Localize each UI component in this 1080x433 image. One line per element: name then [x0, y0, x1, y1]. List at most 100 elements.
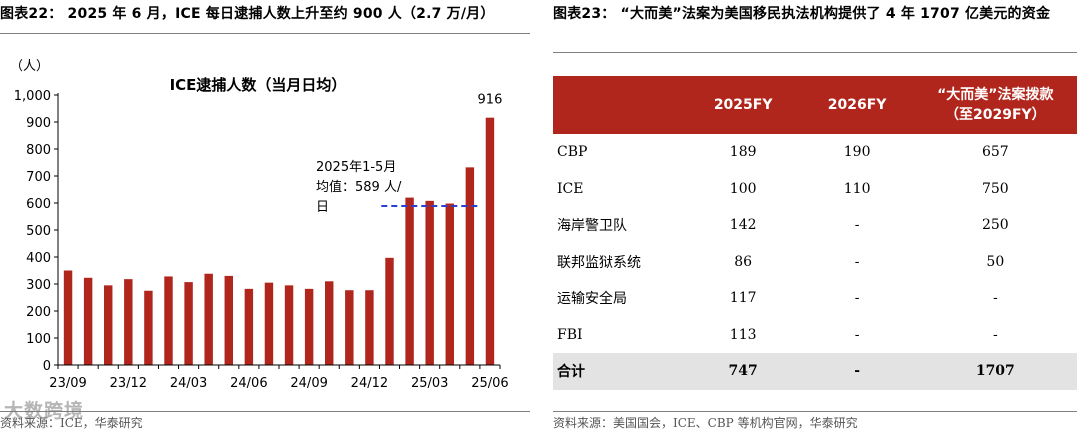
table-total-row: 合计 747 - 1707 — [553, 353, 1077, 390]
bar-23/09 — [63, 270, 73, 365]
table-row: 海岸警卫队 142 - 250 — [553, 207, 1077, 244]
row-2025: 189 — [729, 144, 757, 161]
y-tick-label: 700 — [26, 170, 51, 185]
bar-24/10 — [325, 281, 334, 365]
figure-22-title: 图表22： 2025 年 6 月，ICE 每日逮捕人数上升至约 900 人（2.… — [0, 6, 495, 22]
row-2026: - — [854, 290, 860, 307]
chart-title: ICE逮捕人数（当月日均） — [170, 76, 347, 94]
x-tick-label: 25/03 — [411, 376, 448, 391]
table-row: CBP 189 190 657 — [553, 134, 1077, 171]
y-tick-label: 600 — [26, 197, 51, 212]
bar-25/04 — [445, 203, 454, 365]
title-rule-left — [0, 33, 530, 34]
bar-23/10 — [83, 277, 93, 365]
table-row: 运输安全局 117 - - — [553, 280, 1077, 317]
y-tick-label: 100 — [26, 332, 51, 347]
bar-24/02 — [164, 276, 173, 365]
row-bill: 50 — [986, 253, 1005, 270]
table-row: FBI 113 - - — [553, 317, 1077, 354]
row-bill: 250 — [981, 217, 1009, 234]
x-tick-label: 24/03 — [170, 376, 207, 391]
row-bill: 750 — [981, 180, 1009, 197]
x-tick-label: 24/12 — [351, 376, 388, 391]
y-tick-label: 300 — [26, 278, 51, 293]
figure-23-title: 图表23： “大而美”法案为美国移民执法机构提供了 4 年 1707 亿美元的资… — [553, 6, 1051, 22]
x-axis: 23/09 23/12 24/03 24/06 24/09 24/12 25/03 25/06 — [49, 364, 509, 391]
row-agency: ICE — [557, 180, 584, 197]
bar-25/02 — [405, 197, 414, 365]
table-row: 联邦监狱系统 86 - 50 — [553, 244, 1077, 281]
row-agency: 运输安全局 — [557, 291, 627, 308]
row-2025: 113 — [729, 326, 757, 343]
x-tick-label: 24/06 — [230, 376, 267, 391]
row-2025: 117 — [729, 290, 757, 307]
table-row: ICE 100 110 750 — [553, 171, 1077, 208]
data-label: 916 — [478, 93, 503, 108]
bar-24/07 — [264, 282, 274, 365]
header-blank — [553, 76, 686, 134]
row-agency: 联邦监狱系统 — [557, 254, 641, 271]
y-tick-label: 800 — [26, 143, 51, 158]
bar-24/12 — [365, 290, 374, 365]
bar-24/01 — [144, 290, 153, 365]
source-rule-left — [0, 411, 530, 412]
source-left: 资料来源：ICE，华泰研究 — [0, 416, 143, 430]
bar-23/12 — [124, 279, 133, 365]
source-right: 资料来源：美国国会，ICE、CBP 等机构官网，华泰研究 — [553, 416, 858, 430]
y-tick-label: 500 — [26, 224, 51, 239]
y-tick-label: 0 — [43, 359, 51, 374]
x-tick-label: 25/06 — [471, 376, 508, 391]
watermark: 大数跨境 — [4, 400, 85, 422]
bar-25/01 — [385, 257, 394, 365]
y-axis-unit: （人） — [10, 59, 49, 74]
y-tick-label: 1,000 — [14, 89, 51, 104]
row-2026: 110 — [843, 180, 871, 197]
header-2025fy: 2025FY — [713, 97, 773, 113]
row-2025: 86 — [734, 253, 753, 270]
header-bill-appropriation: “大而美”法案拨款（至2029FY） — [937, 87, 1054, 123]
bar-25/05 — [465, 167, 475, 365]
table-header-row: 2025FY 2026FY “大而美”法案拨款（至2029FY） — [553, 76, 1077, 134]
row-bill: 657 — [981, 144, 1009, 161]
total-label: 合计 — [553, 353, 686, 390]
total-2025: 747 — [685, 353, 801, 390]
row-agency: FBI — [557, 326, 583, 343]
funding-table: 2025FY 2026FY “大而美”法案拨款（至2029FY） CBP 189… — [553, 76, 1077, 390]
y-tick-label: 400 — [26, 251, 51, 266]
row-2026: - — [854, 326, 860, 343]
row-2026: - — [854, 253, 860, 270]
left-figure: 图表22： 2025 年 6 月，ICE 每日逮捕人数上升至约 900 人（2.… — [0, 0, 530, 433]
y-tick-label: 900 — [26, 116, 51, 131]
bar-24/04 — [204, 273, 213, 365]
source-rule-right — [553, 411, 1077, 412]
row-agency: 海岸警卫队 — [557, 218, 627, 235]
row-agency: CBP — [557, 144, 588, 161]
row-2026: - — [854, 217, 860, 234]
right-figure: 图表23： “大而美”法案为美国移民执法机构提供了 4 年 1707 亿美元的资… — [553, 0, 1080, 433]
row-bill: - — [992, 326, 998, 343]
bar-25/03 — [425, 200, 434, 365]
y-axis: 0 100 200 300 400 500 600 700 800 900 1,000 — [14, 89, 59, 374]
bar-24/05 — [224, 275, 233, 365]
bar-25/06 — [485, 117, 495, 366]
total-bill: 1707 — [913, 353, 1077, 390]
total-2026: - — [800, 353, 914, 390]
ice-arrests-bar-chart: （人） ICE逮捕人数（当月日均） 0 100 200 300 400 500 600 700… — [10, 59, 509, 391]
annotation-text: 2025年1-5月 — [316, 160, 396, 175]
row-2025: 142 — [729, 217, 757, 234]
bar-24/09 — [304, 288, 314, 365]
x-tick-label: 23/12 — [110, 376, 147, 391]
row-2025: 100 — [729, 180, 757, 197]
row-2026: 190 — [843, 144, 871, 161]
annotation-text: 日 — [316, 200, 329, 215]
header-2026fy: 2026FY — [827, 97, 887, 113]
bar-24/03 — [184, 282, 193, 365]
x-tick-label: 24/09 — [290, 376, 327, 391]
row-bill: - — [992, 290, 998, 307]
bars: 916 — [63, 93, 503, 366]
bar-24/06 — [244, 288, 254, 365]
x-tick-label: 23/09 — [49, 376, 86, 391]
annotation-text: 均值：589 人/ — [316, 179, 402, 195]
bar-23/11 — [104, 285, 113, 365]
